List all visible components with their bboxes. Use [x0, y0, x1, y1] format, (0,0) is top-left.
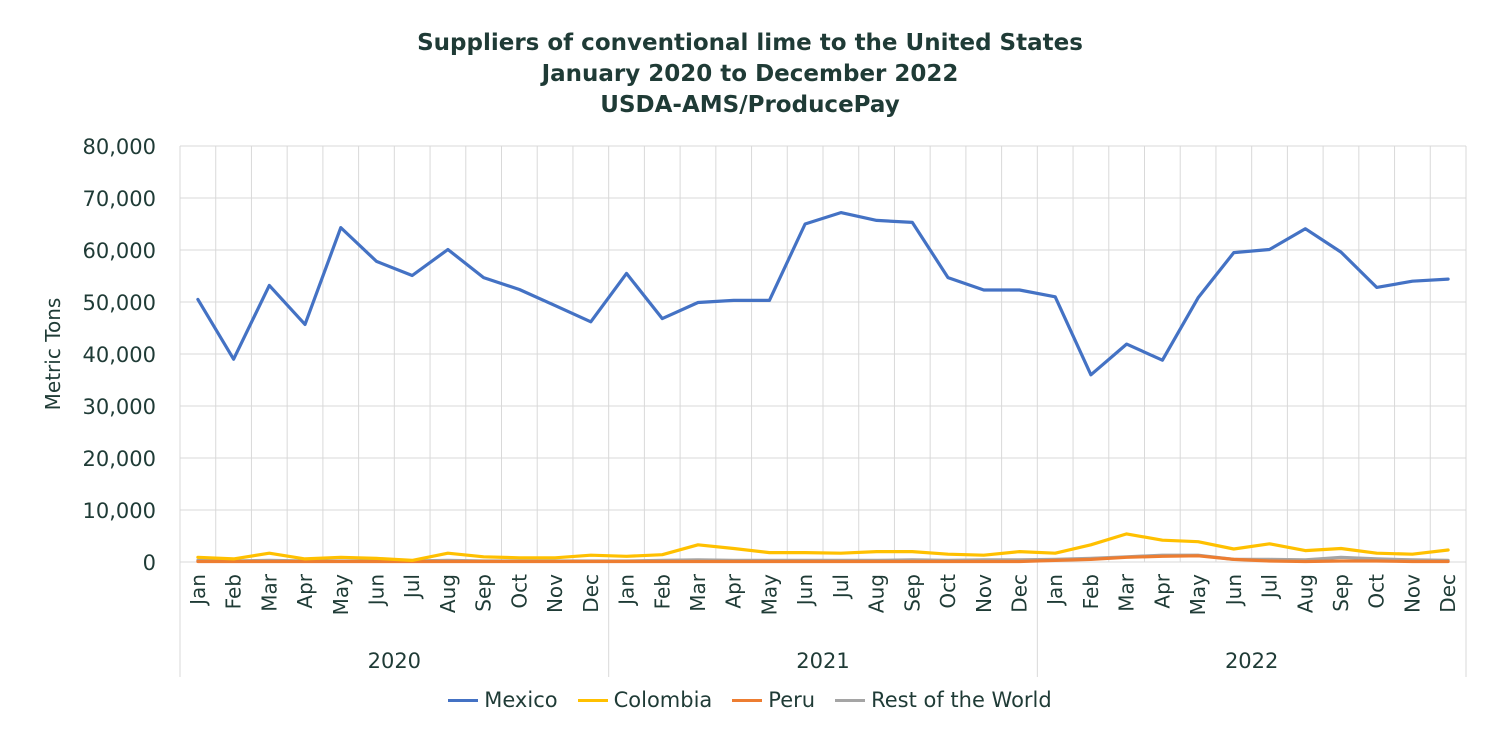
y-tick-label: 40,000: [83, 343, 156, 367]
legend-swatch: [577, 698, 608, 702]
y-tick-label: 60,000: [83, 239, 156, 263]
x-tick-label: Dec: [579, 574, 603, 613]
year-label: 2020: [368, 649, 421, 673]
x-tick-label: Jul: [829, 574, 853, 600]
x-tick-label: Mar: [257, 573, 281, 612]
y-tick-label: 70,000: [83, 187, 156, 211]
x-tick-label: Feb: [650, 574, 674, 609]
x-tick-label: May: [757, 574, 781, 616]
legend-label: Mexico: [484, 688, 558, 712]
x-tick-label: May: [1186, 574, 1210, 616]
x-tick-label: Sep: [900, 574, 924, 612]
x-tick-label: Jan: [186, 574, 210, 607]
x-tick-label: Apr: [1150, 573, 1174, 608]
x-tick-label: Aug: [865, 574, 889, 613]
x-tick-label: Dec: [1436, 574, 1460, 613]
y-tick-label: 80,000: [83, 135, 156, 159]
x-tick-label: Aug: [436, 574, 460, 613]
x-tick-label: Jun: [364, 574, 388, 607]
y-tick-label: 50,000: [83, 291, 156, 315]
x-tick-label: Nov: [1400, 574, 1424, 613]
y-tick-label: 20,000: [83, 447, 156, 471]
legend-swatch: [448, 698, 479, 702]
legend-item-mexico: Mexico: [448, 688, 558, 712]
legend-swatch: [835, 698, 866, 702]
legend-swatch: [732, 698, 763, 702]
y-tick-label: 0: [143, 551, 156, 575]
x-tick-label: Feb: [222, 574, 246, 609]
x-tick-label: Mar: [1115, 573, 1139, 612]
x-tick-label: Jul: [1258, 574, 1282, 600]
chart-title-line-3: USDA-AMS/ProducePay: [600, 92, 900, 118]
legend-item-colombia: Colombia: [577, 688, 713, 712]
x-tick-label: Nov: [543, 574, 567, 613]
y-tick-label: 30,000: [83, 395, 156, 419]
year-label: 2021: [796, 649, 849, 673]
y-tick-label: 10,000: [83, 499, 156, 523]
x-tick-label: Jan: [615, 574, 639, 607]
x-tick-label: Jan: [1043, 574, 1067, 607]
x-tick-label: Sep: [472, 574, 496, 612]
x-tick-label: Aug: [1293, 574, 1317, 613]
x-tick-label: Jun: [793, 574, 817, 607]
x-tick-label: Nov: [972, 574, 996, 613]
x-tick-label: Oct: [936, 574, 960, 609]
x-tick-label: Jun: [1222, 574, 1246, 607]
x-tick-label: Apr: [293, 573, 317, 608]
legend-label: Peru: [768, 688, 816, 712]
x-tick-label: Oct: [507, 574, 531, 609]
chart-legend: Mexico Colombia Peru Rest of the World: [0, 688, 1500, 712]
series-line-mexico: [196, 211, 1450, 377]
year-label: 2022: [1225, 649, 1278, 673]
x-tick-label: May: [329, 574, 353, 616]
x-tick-label: Dec: [1007, 574, 1031, 613]
chart-title: Suppliers of conventional lime to the Un…: [0, 28, 1500, 121]
chart-title-line-2: January 2020 to December 2022: [541, 61, 959, 87]
x-tick-label: Sep: [1329, 574, 1353, 612]
legend-label: Colombia: [613, 688, 713, 712]
x-tick-label: Feb: [1079, 574, 1103, 609]
x-tick-label: Jul: [400, 574, 424, 600]
chart-title-line-1: Suppliers of conventional lime to the Un…: [417, 30, 1083, 56]
x-tick-label: Mar: [686, 573, 710, 612]
legend-label: Rest of the World: [871, 688, 1052, 712]
series-line-colombia: [196, 532, 1450, 563]
legend-item-rest-of-the-world: Rest of the World: [835, 688, 1052, 712]
x-tick-label: Apr: [722, 573, 746, 608]
y-axis-title: Metric Tons: [41, 298, 65, 411]
legend-item-peru: Peru: [732, 688, 815, 712]
x-tick-label: Oct: [1365, 574, 1389, 609]
